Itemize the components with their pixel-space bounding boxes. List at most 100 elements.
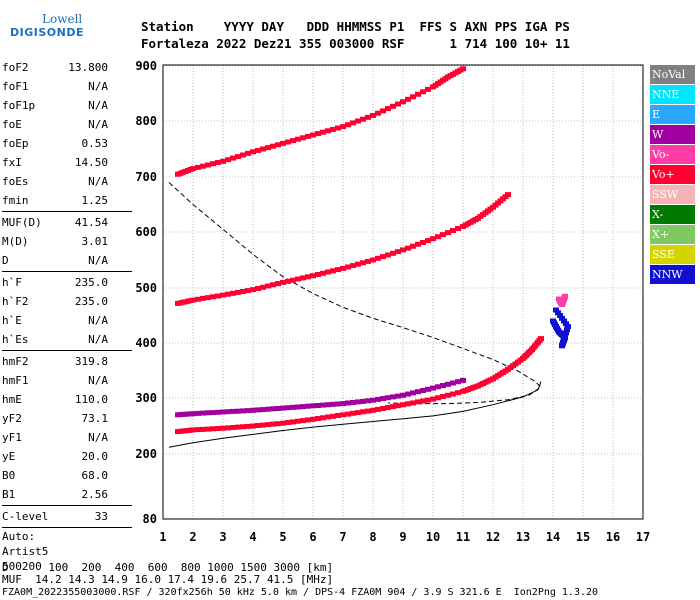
echo-mark: [385, 395, 391, 401]
echo-mark: [505, 192, 511, 198]
param-name: hmE: [2, 393, 22, 406]
echo-mark: [280, 140, 286, 146]
echo-mark: [330, 413, 336, 419]
x-tick-label: 11: [456, 530, 470, 544]
echo-mark: [310, 273, 316, 279]
echo-mark: [275, 281, 281, 287]
param-value: 41.54: [74, 216, 108, 229]
param-row: foF2 13.800: [2, 58, 132, 77]
echo-mark: [405, 96, 411, 102]
echo-mark: [400, 402, 406, 408]
x-tick-label: 17: [636, 530, 650, 544]
echo-mark: [440, 232, 446, 238]
echo-mark: [430, 396, 436, 402]
param-name: foEp: [2, 137, 29, 150]
param-row: hmE 110.0: [2, 390, 132, 409]
echo-mark: [240, 424, 246, 430]
param-row: fxI 14.50: [2, 153, 132, 172]
param-row: yF1 N/A: [2, 428, 132, 447]
echo-mark: [310, 132, 316, 138]
y-tick-label: 300: [135, 391, 157, 405]
echo-mark: [245, 288, 251, 294]
echo-mark: [375, 255, 381, 261]
echo-mark: [280, 420, 286, 426]
echo-mark: [415, 91, 421, 97]
param-name: D: [2, 254, 9, 267]
echo-mark: [385, 405, 391, 410]
echo-mark: [460, 66, 466, 72]
param-row: foE N/A: [2, 115, 132, 134]
x-tick-label: 12: [486, 530, 500, 544]
echo-mark: [255, 407, 261, 413]
y-tick-label: 600: [135, 225, 157, 239]
echo-mark: [225, 291, 231, 297]
echo-mark: [295, 276, 301, 282]
echo-mark: [230, 425, 236, 430]
param-value: 20.0: [81, 450, 109, 463]
echo-mark: [445, 230, 451, 236]
echo-mark: [195, 164, 201, 170]
echo-mark: [435, 234, 441, 240]
param-value: 0.53: [81, 137, 109, 150]
digisonde-logo: Lowell DIGISONDE: [6, 10, 83, 40]
echo-mark: [235, 154, 241, 160]
echo-mark: [340, 265, 346, 271]
y-tick-label: 80: [143, 512, 157, 526]
echo-mark: [290, 404, 296, 410]
y-tick-label: 400: [135, 336, 157, 350]
legend-item: W: [650, 125, 695, 144]
x-tick-label: 5: [279, 530, 286, 544]
footer-file-info: FZA0M_2022355003000.RSF / 320fx256h 50 k…: [2, 587, 599, 598]
echo-mark: [215, 426, 221, 431]
echo-mark: [410, 243, 416, 249]
echo-mark: [240, 408, 246, 414]
echo-mark: [559, 343, 565, 349]
echo-mark: [190, 427, 196, 433]
param-name: hmF1: [2, 374, 29, 387]
echo-mark: [562, 333, 568, 339]
auto-label: Auto:: [2, 530, 36, 543]
echo-mark: [275, 406, 281, 411]
y-tick-label: 700: [135, 170, 157, 184]
echo-mark: [325, 269, 331, 275]
echo-mark: [425, 386, 431, 392]
echo-mark: [260, 146, 266, 152]
echo-mark: [375, 406, 381, 412]
echo-mark: [335, 413, 341, 418]
echo-mark: [345, 411, 351, 417]
param-row: D N/A: [2, 251, 132, 270]
parameter-panel: foF2 13.800 foF1 N/A foF1p N/A foE N/A foEp 0.53 f…: [2, 58, 132, 574]
echo-mark: [420, 240, 426, 245]
legend-item: NNE: [650, 85, 695, 104]
param-row: M(D) 3.01: [2, 232, 132, 251]
echo-mark: [310, 403, 316, 409]
legend-item: Vo+: [650, 165, 695, 184]
echo-mark: [350, 120, 356, 126]
param-value: 13.800: [68, 61, 108, 74]
header-labels: Station YYYY DAY DDD HHMMSS P1 FFS S AXN…: [141, 19, 570, 34]
echo-mark: [420, 398, 426, 404]
echo-mark: [455, 390, 461, 396]
echo-mark: [365, 398, 371, 404]
echo-mark: [360, 116, 366, 122]
echo-mark: [340, 412, 346, 418]
echo-mark: [245, 150, 251, 156]
echo-mark: [355, 410, 361, 416]
echo-mark: [235, 424, 241, 430]
polarization-legend: NoVal NNE E W Vo- Vo+ SSW X- X+ SSE NNW: [650, 65, 695, 285]
echo-mark: [225, 425, 231, 431]
header-values: Fortaleza 2022 Dez21 355 003000 RSF 1 71…: [141, 36, 570, 51]
echo-mark: [370, 397, 376, 403]
echo-mark: [240, 152, 246, 158]
echo-mark: [564, 327, 570, 333]
echo-mark: [285, 420, 291, 425]
param-row: B1 2.56: [2, 485, 132, 504]
echo-mark: [285, 405, 291, 411]
echo-mark: [563, 330, 569, 336]
echo-mark: [190, 411, 196, 417]
echo-mark: [360, 409, 366, 415]
echo-mark: [395, 403, 401, 409]
echo-mark: [300, 404, 306, 410]
echo-mark: [205, 295, 211, 301]
